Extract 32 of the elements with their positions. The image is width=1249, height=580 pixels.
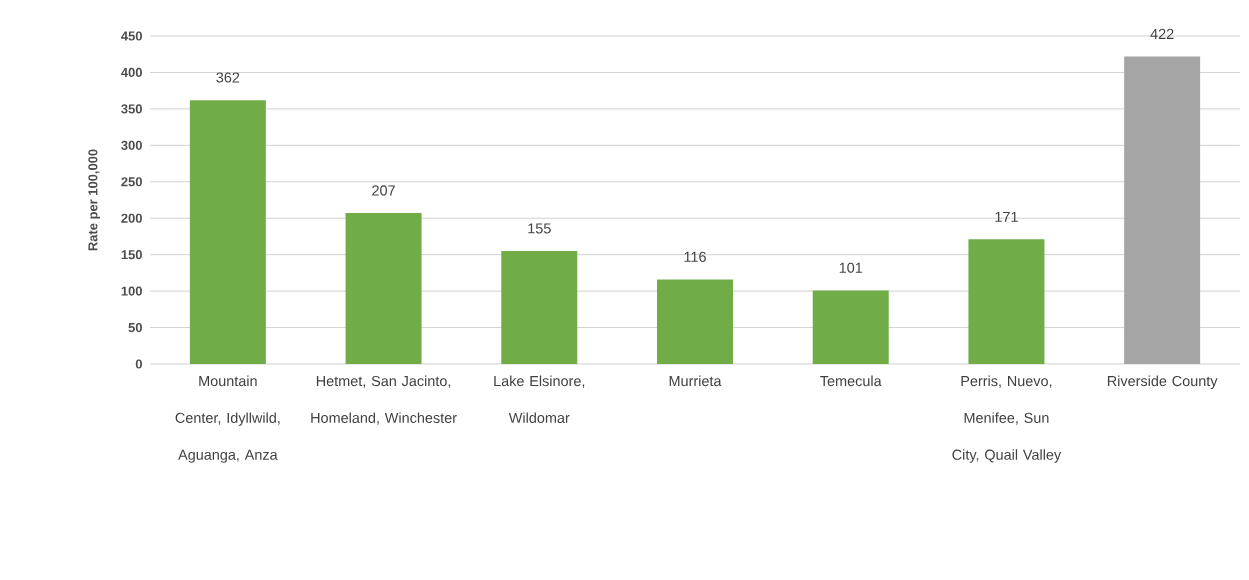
y-tick-label: 350: [121, 104, 142, 114]
y-tick-label: 400: [121, 67, 142, 78]
y-tick-label: 100: [121, 286, 142, 296]
bar: [345, 213, 422, 364]
bar: [501, 251, 578, 364]
category-label: Perris, Nuevo, Menifee, Sun City, Quail Valley: [952, 375, 1062, 463]
bar: [812, 290, 889, 364]
data-label: 362: [216, 72, 240, 83]
category-label: Mountain Center, Idyllwild, Aguanga, Anza: [175, 375, 280, 463]
data-label: 155: [528, 223, 551, 234]
data-label: 207: [372, 185, 395, 196]
category-label: Hetmet, San Jacinto, Homeland, Winchester: [311, 375, 457, 425]
y-tick-label: 150: [121, 250, 142, 260]
y-tick-label: 300: [121, 140, 142, 150]
bar: [968, 239, 1045, 364]
y-tick-label: 50: [128, 322, 142, 333]
y-axis-title: Rate per 100,000: [88, 149, 101, 251]
x-tick-label: Riverside County: [1107, 375, 1218, 389]
category-label: Lake Elsinore, Wildomar: [494, 375, 585, 423]
data-label: 171: [995, 211, 1018, 222]
data-label: 101: [839, 262, 863, 273]
x-tick-label: Murrieta: [669, 375, 722, 387]
bar: [1124, 56, 1201, 364]
y-tick-label: 200: [121, 213, 142, 223]
y-tick-label: 250: [121, 177, 142, 187]
bar: [657, 279, 733, 364]
y-tick-label: 450: [121, 31, 142, 41]
y-tick-label: 0: [135, 359, 142, 369]
bar: [189, 100, 266, 364]
data-label: 116: [684, 251, 706, 262]
data-label: 422: [1150, 28, 1174, 39]
x-tick-label: Temecula: [820, 375, 882, 387]
